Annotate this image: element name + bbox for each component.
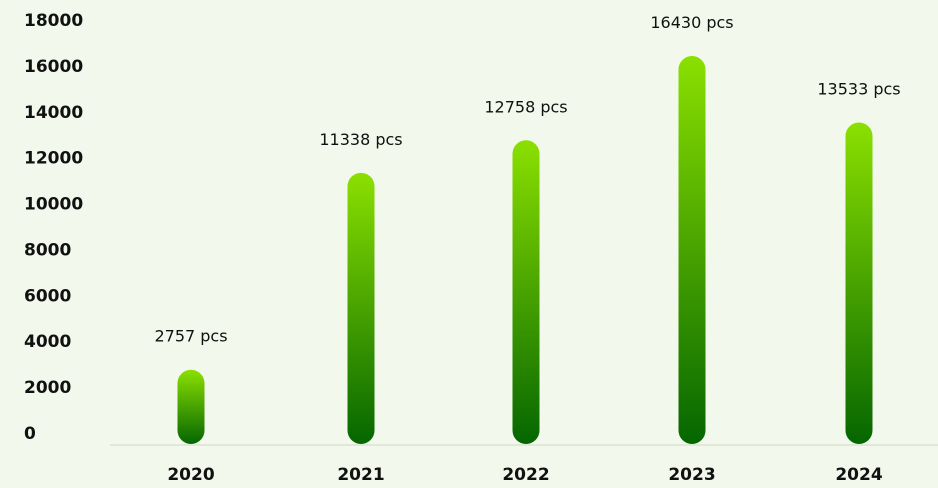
y-tick-label: 0 (24, 424, 36, 444)
x-tick-label-2022: 2022 (502, 465, 549, 485)
y-tick-label: 18000 (24, 11, 83, 31)
bars (177, 56, 873, 445)
x-tick-label-2021: 2021 (337, 465, 384, 485)
y-tick-label: 10000 (24, 195, 83, 215)
bar-2024 (845, 122, 873, 445)
y-tick-label: 8000 (24, 240, 71, 260)
y-axis-ticks: 0 2000 4000 6000 8000 10000 12000 14000 16000 180… (24, 11, 83, 444)
y-tick-label: 16000 (24, 57, 83, 77)
data-label-2024: 13533 pcs (817, 79, 900, 98)
bar-2021 (347, 172, 375, 444)
data-labels: 2757 pcs 11338 pcs 12758 pcs 16430 pcs 13533… (154, 13, 900, 346)
y-tick-label: 14000 (24, 103, 83, 123)
data-label-2020: 2757 pcs (154, 327, 227, 346)
x-axis-ticks: 2020 2021 2022 2023 2024 (167, 465, 882, 485)
data-label-2021: 11338 pcs (319, 130, 402, 149)
y-tick-label: 12000 (24, 149, 83, 169)
y-tick-label: 2000 (24, 378, 71, 398)
data-label-2022: 12758 pcs (484, 97, 567, 116)
bar-2020 (177, 369, 205, 444)
x-tick-label-2023: 2023 (668, 465, 715, 485)
y-tick-label: 4000 (24, 332, 71, 352)
x-tick-label-2024: 2024 (835, 465, 882, 485)
x-tick-label-2020: 2020 (167, 465, 214, 485)
bar-2023 (678, 56, 706, 445)
bar-2022 (512, 140, 540, 444)
y-tick-label: 6000 (24, 286, 71, 306)
data-label-2023: 16430 pcs (650, 13, 733, 32)
